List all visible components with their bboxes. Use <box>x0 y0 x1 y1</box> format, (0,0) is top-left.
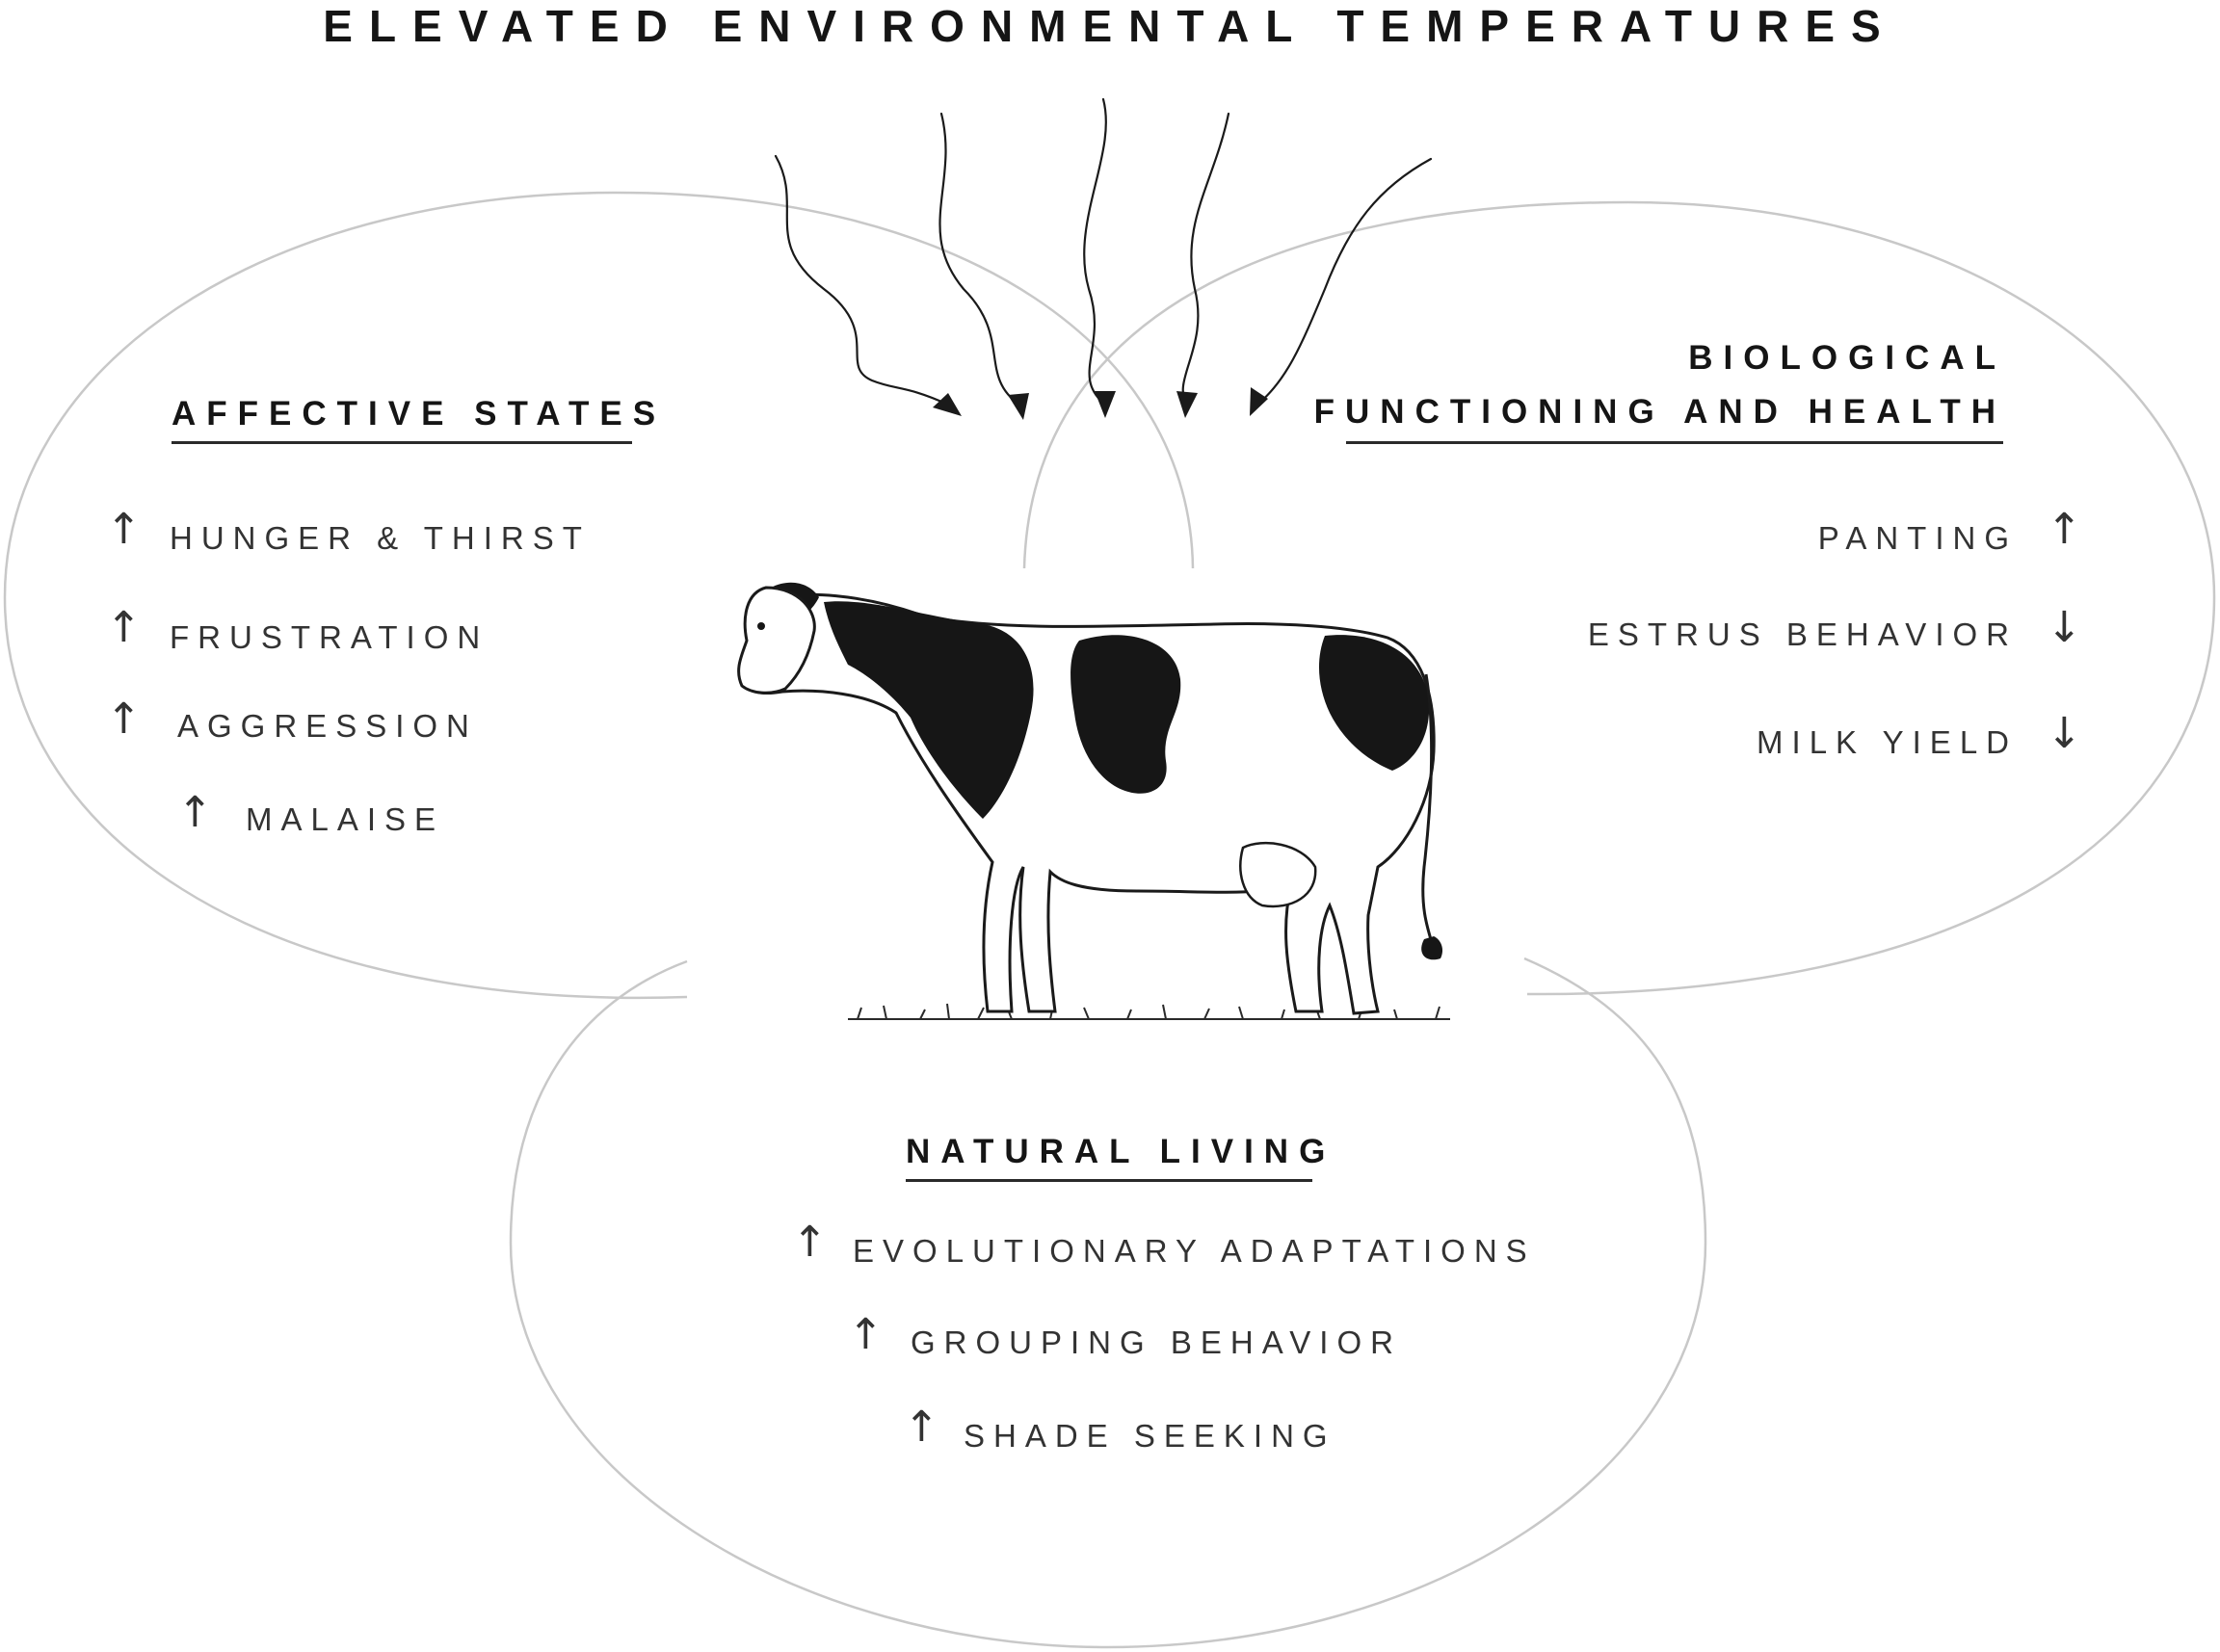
cow-illustration <box>737 582 1450 1020</box>
natural-item-grouping-behavior: GROUPING BEHAVIOR <box>911 1324 1402 1360</box>
natural-item-evolutionary-adaptations: EVOLUTIONARY ADAPTATIONS <box>853 1233 1536 1269</box>
heat-arrow-heads <box>933 387 1268 420</box>
natural-item-shade-seeking: SHADE SEEKING <box>964 1418 1336 1454</box>
heat-arrow-icon <box>938 112 1021 406</box>
up-arrow-icon: ↑ <box>106 695 142 744</box>
cow-tail <box>1421 673 1436 950</box>
affective-item-hunger-thirst: HUNGER & THIRST <box>170 520 591 556</box>
biological-heading-line2: FUNCTIONING AND HEALTH <box>1313 393 2006 431</box>
arrowhead-icon <box>1176 391 1198 418</box>
natural-living-ellipse <box>509 957 1707 1649</box>
biological-item-milk-yield: MILK YIELD <box>1757 724 2018 760</box>
arrowhead-icon <box>1250 387 1268 416</box>
heat-arrow-icon <box>1181 112 1230 406</box>
down-arrow-icon: ↓ <box>2047 603 2082 652</box>
up-arrow-icon: ↑ <box>106 603 142 652</box>
biological-heading-line1: BIOLOGICAL <box>1688 339 2006 377</box>
affective-item-aggression: AGGRESSION <box>177 708 478 744</box>
cow-tail-tuft <box>1421 936 1443 960</box>
up-arrow-icon: ↑ <box>2047 505 2082 554</box>
arrowhead-icon <box>1008 393 1029 420</box>
affective-ellipse <box>3 191 1195 1000</box>
cow-udder <box>1239 841 1317 908</box>
biological-underline <box>1346 441 2003 444</box>
up-arrow-icon: ↑ <box>792 1218 828 1267</box>
heat-arrow-icon <box>774 154 950 406</box>
natural-living-underline <box>906 1179 1312 1182</box>
cow-eye <box>757 622 765 630</box>
cow-head <box>737 586 816 695</box>
up-arrow-icon: ↑ <box>904 1403 939 1452</box>
up-arrow-icon: ↑ <box>106 505 142 554</box>
arrowhead-icon <box>1095 391 1116 418</box>
down-arrow-icon: ↓ <box>2047 709 2082 758</box>
affective-item-malaise: MALAISE <box>246 801 445 837</box>
biological-item-estrus-behavior: ESTRUS BEHAVIOR <box>1587 616 2018 652</box>
arrowhead-icon <box>933 393 962 416</box>
up-arrow-icon: ↑ <box>177 788 213 837</box>
heat-arrow-icon <box>1255 157 1433 406</box>
heat-arrow-icon <box>1083 97 1107 406</box>
biological-item-panting: PANTING <box>1817 520 2018 556</box>
affective-states-underline <box>172 441 632 444</box>
affective-states-heading: AFFECTIVE STATES <box>172 395 667 433</box>
cow-patches <box>767 582 1430 819</box>
up-arrow-icon: ↑ <box>848 1310 884 1359</box>
diagram-title: ELEVATED ENVIRONMENTAL TEMPERATURES <box>323 1 1897 51</box>
heat-arrows <box>774 97 1433 406</box>
natural-living-heading: NATURAL LIVING <box>906 1133 1336 1170</box>
affective-item-frustration: FRUSTRATION <box>170 619 489 655</box>
